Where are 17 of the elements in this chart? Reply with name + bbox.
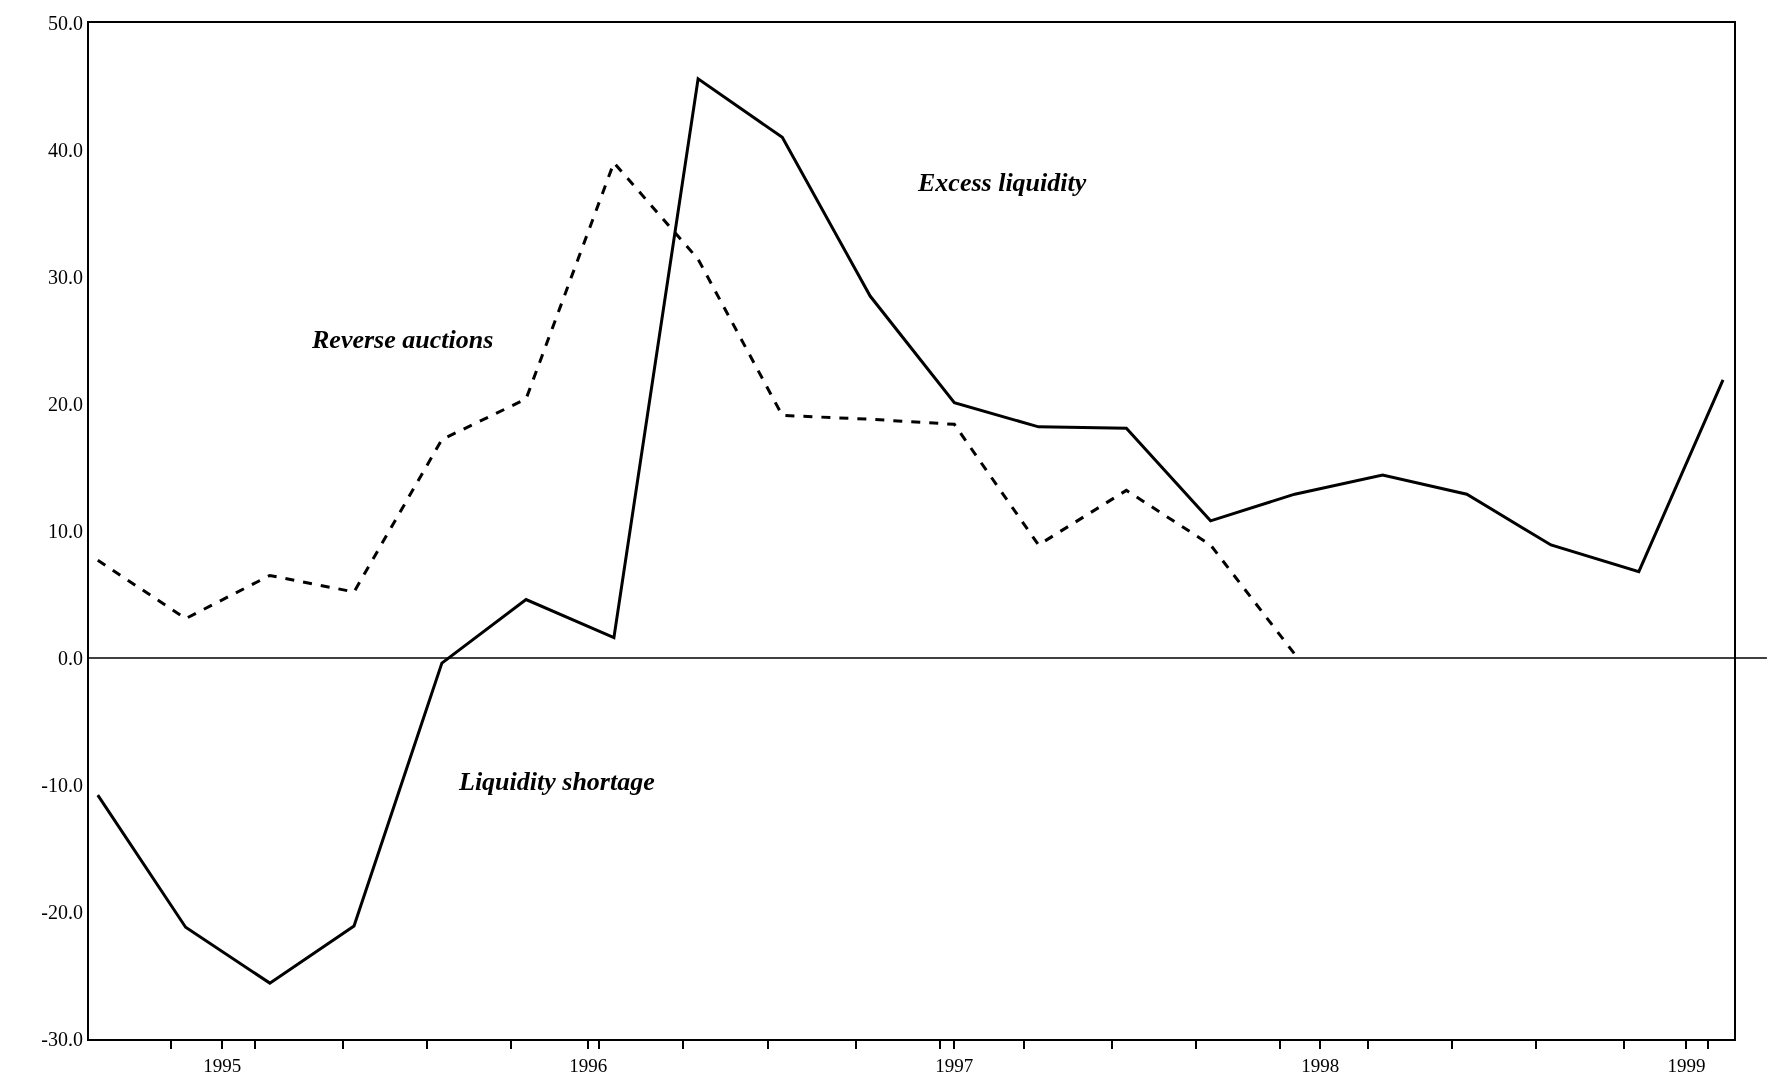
y-tick-label: -10.0: [41, 774, 83, 796]
x-tick-label: 1998: [1301, 1054, 1340, 1076]
x-tick-label: 1996: [569, 1054, 608, 1076]
y-tick-label: 20.0: [48, 393, 83, 415]
y-tick-label: -30.0: [41, 1028, 83, 1050]
y-tick-label: -20.0: [41, 901, 83, 923]
annotation: Reverse auctions: [311, 325, 494, 354]
x-tick-label: 1999: [1667, 1054, 1706, 1076]
y-tick-label: 0.0: [58, 647, 83, 669]
annotation: Liquidity shortage: [458, 767, 655, 796]
annotation: Excess liquidity: [917, 168, 1087, 197]
y-tick-label: 30.0: [48, 266, 83, 288]
x-tick-label: 1995: [203, 1054, 242, 1076]
y-tick-label: 40.0: [48, 139, 83, 161]
x-tick-label: 1997: [935, 1054, 974, 1076]
y-tick-label: 50.0: [48, 12, 83, 34]
y-tick-label: 10.0: [48, 520, 83, 542]
